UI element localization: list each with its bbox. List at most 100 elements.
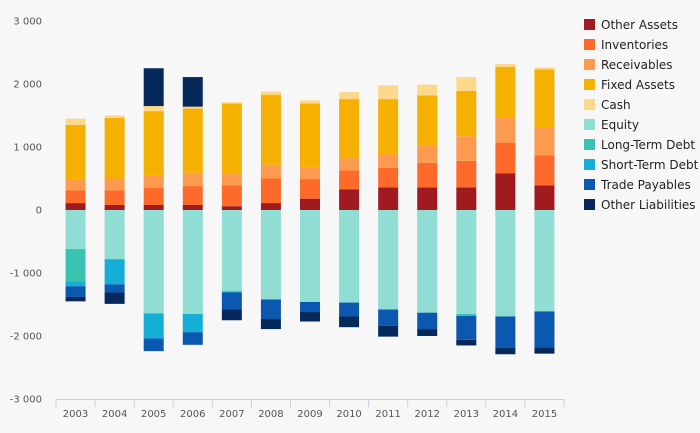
bar-segment[interactable] <box>65 203 86 210</box>
bar-segment[interactable] <box>65 118 86 125</box>
bar-segment[interactable] <box>143 204 164 210</box>
bar-segment[interactable] <box>456 77 477 91</box>
bar-segment[interactable] <box>221 309 242 321</box>
legend-label[interactable]: Other Assets <box>601 18 678 32</box>
bar-segment[interactable] <box>495 142 516 174</box>
bar-segment[interactable] <box>221 174 242 186</box>
bar-segment[interactable] <box>495 117 516 143</box>
bar-segment[interactable] <box>456 313 477 316</box>
bar-segment[interactable] <box>300 179 320 199</box>
bar-segment[interactable] <box>104 204 125 210</box>
bar-segment[interactable] <box>378 167 399 188</box>
bar-segment[interactable] <box>182 204 203 210</box>
bar-segment[interactable] <box>339 210 360 303</box>
bar-segment[interactable] <box>182 186 203 205</box>
bar-segment[interactable] <box>300 198 320 210</box>
bar-segment[interactable] <box>417 84 438 96</box>
bar-segment[interactable] <box>378 325 399 337</box>
bar-segment[interactable] <box>534 155 555 186</box>
bar-segment[interactable] <box>456 315 477 340</box>
bar-segment[interactable] <box>104 178 125 191</box>
bar-segment[interactable] <box>65 124 86 180</box>
bar-segment[interactable] <box>378 154 399 168</box>
bar-segment[interactable] <box>221 103 242 175</box>
bar-segment[interactable] <box>260 94 281 165</box>
bar-segment[interactable] <box>65 179 86 191</box>
bar-segment[interactable] <box>300 103 320 168</box>
bar-segment[interactable] <box>417 95 438 146</box>
bar-segment[interactable] <box>339 316 360 328</box>
bar-segment[interactable] <box>339 170 360 190</box>
bar-segment[interactable] <box>417 210 438 313</box>
bar-segment[interactable] <box>260 210 281 300</box>
bar-segment[interactable] <box>378 99 399 155</box>
bar-segment[interactable] <box>534 69 555 128</box>
bar-segment[interactable] <box>65 281 86 287</box>
bar-segment[interactable] <box>221 292 242 310</box>
bar-segment[interactable] <box>456 160 477 188</box>
legend-label[interactable]: Short-Term Debt <box>601 158 699 172</box>
bar-segment[interactable] <box>104 115 125 119</box>
legend-label[interactable]: Fixed Assets <box>601 78 675 92</box>
bar-segment[interactable] <box>417 329 438 336</box>
bar-segment[interactable] <box>495 63 516 67</box>
bar-segment[interactable] <box>417 162 438 188</box>
bar-segment[interactable] <box>339 158 360 171</box>
bar-segment[interactable] <box>182 108 203 173</box>
bar-segment[interactable] <box>65 210 86 250</box>
legend-label[interactable]: Receivables <box>601 58 673 72</box>
bar-segment[interactable] <box>65 286 86 297</box>
legend-label[interactable]: Long-Term Debt <box>601 138 695 152</box>
bar-segment[interactable] <box>300 100 320 104</box>
bar-segment[interactable] <box>65 296 86 302</box>
bar-segment[interactable] <box>300 312 320 322</box>
bar-segment[interactable] <box>456 187 477 210</box>
bar-segment[interactable] <box>143 175 164 188</box>
bar-segment[interactable] <box>534 67 555 70</box>
bar-segment[interactable] <box>534 347 555 354</box>
bar-segment[interactable] <box>495 66 516 118</box>
bar-segment[interactable] <box>143 111 164 176</box>
bar-segment[interactable] <box>143 338 164 352</box>
bar-segment[interactable] <box>104 284 125 293</box>
bar-segment[interactable] <box>260 164 281 179</box>
bar-segment[interactable] <box>182 106 203 109</box>
bar-segment[interactable] <box>260 178 281 204</box>
bar-segment[interactable] <box>378 309 399 326</box>
bar-segment[interactable] <box>378 187 399 210</box>
bar-segment[interactable] <box>339 99 360 159</box>
bar-segment[interactable] <box>182 172 203 187</box>
bar-segment[interactable] <box>65 249 86 282</box>
bar-segment[interactable] <box>534 311 555 348</box>
legend-label[interactable]: Other Liabilities <box>601 198 696 212</box>
legend-label[interactable]: Inventories <box>601 38 668 52</box>
bar-segment[interactable] <box>104 292 125 304</box>
bar-segment[interactable] <box>104 210 125 260</box>
bar-segment[interactable] <box>104 118 125 179</box>
bar-segment[interactable] <box>221 210 242 292</box>
bar-segment[interactable] <box>456 339 477 346</box>
bar-segment[interactable] <box>378 85 399 100</box>
bar-segment[interactable] <box>339 189 360 210</box>
bar-segment[interactable] <box>378 210 399 310</box>
bar-segment[interactable] <box>417 145 438 163</box>
bar-segment[interactable] <box>456 210 477 314</box>
bar-segment[interactable] <box>143 106 164 112</box>
bar-segment[interactable] <box>456 136 477 161</box>
bar-segment[interactable] <box>104 190 125 205</box>
bar-segment[interactable] <box>495 316 516 348</box>
bar-segment[interactable] <box>417 187 438 210</box>
bar-segment[interactable] <box>143 313 164 339</box>
bar-segment[interactable] <box>143 210 164 314</box>
bar-segment[interactable] <box>339 302 360 317</box>
bar-segment[interactable] <box>534 210 555 312</box>
bar-segment[interactable] <box>182 332 203 345</box>
bar-segment[interactable] <box>300 167 320 180</box>
bar-segment[interactable] <box>221 291 242 293</box>
bar-segment[interactable] <box>143 187 164 205</box>
bar-segment[interactable] <box>260 299 281 319</box>
bar-segment[interactable] <box>534 127 555 156</box>
legend-label[interactable]: Trade Payables <box>600 178 691 192</box>
bar-segment[interactable] <box>534 185 555 210</box>
bar-segment[interactable] <box>260 318 281 330</box>
